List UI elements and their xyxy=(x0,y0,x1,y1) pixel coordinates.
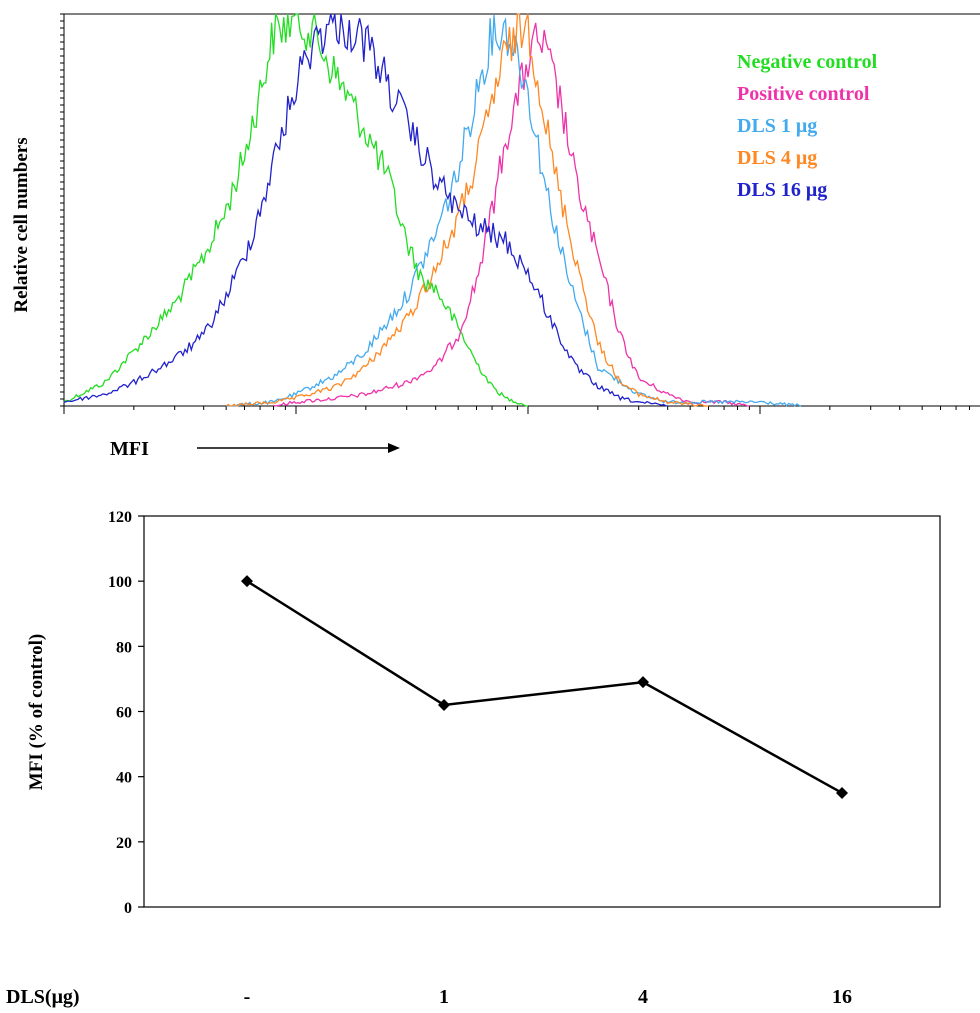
y-tick-label: 80 xyxy=(116,639,132,656)
line-chart-x-ticks: - 1 4 16 xyxy=(244,986,852,1008)
y-tick-label: 120 xyxy=(108,509,132,526)
histogram-series-line xyxy=(226,15,802,407)
histogram-series-line xyxy=(63,13,528,407)
y-tick-label: 40 xyxy=(116,770,132,787)
y-tick-label: 20 xyxy=(116,835,132,852)
line-chart-series-line xyxy=(246,580,843,795)
x-category-label: - xyxy=(244,986,251,1008)
data-point-marker xyxy=(836,786,848,799)
x-category-label: 4 xyxy=(638,986,648,1008)
histogram-series xyxy=(63,13,802,407)
data-point-marker xyxy=(637,676,649,689)
y-tick-label: 0 xyxy=(124,900,132,917)
arrow-icon xyxy=(197,443,400,453)
x-category-label: 1 xyxy=(439,986,449,1008)
legend-entry: DLS 1 μg xyxy=(737,115,817,137)
histogram-ylabel: Relative cell numbers xyxy=(11,137,32,312)
data-point-marker xyxy=(438,698,450,711)
x-category-label: 16 xyxy=(832,986,852,1008)
histogram-panel: Negative control Positive control DLS 1 μg… xyxy=(11,13,980,460)
histogram-xlabel: MFI xyxy=(110,438,149,460)
histogram-legend: Negative control Positive control DLS 1 μg… xyxy=(737,51,878,201)
y-tick-label: 60 xyxy=(116,705,132,722)
data-point-marker xyxy=(241,575,253,588)
line-chart-y-ticks: 0 20 40 60 80 100 120 xyxy=(108,509,144,917)
legend-entry: Positive control xyxy=(737,83,870,105)
legend-entry: DLS 4 μg xyxy=(737,147,817,169)
legend-entry: DLS 16 μg xyxy=(737,179,827,201)
histogram-y-minor-ticks xyxy=(60,13,64,407)
line-chart-ylabel: MFI (% of control) xyxy=(26,634,47,790)
line-chart-panel: 0 20 40 60 80 100 120 - 1 4 16 MFI (% of control)… xyxy=(6,509,941,1008)
y-tick-label: 100 xyxy=(108,574,132,591)
histogram-series-line xyxy=(63,13,668,407)
histogram-series-line xyxy=(273,22,750,407)
line-chart-frame xyxy=(143,515,941,908)
histogram-series-line xyxy=(225,13,709,407)
legend-entry: Negative control xyxy=(737,51,878,73)
line-chart-xlabel: DLS(μg) xyxy=(6,986,80,1008)
histogram-x-ticks xyxy=(63,406,971,414)
line-chart-series xyxy=(241,575,848,799)
